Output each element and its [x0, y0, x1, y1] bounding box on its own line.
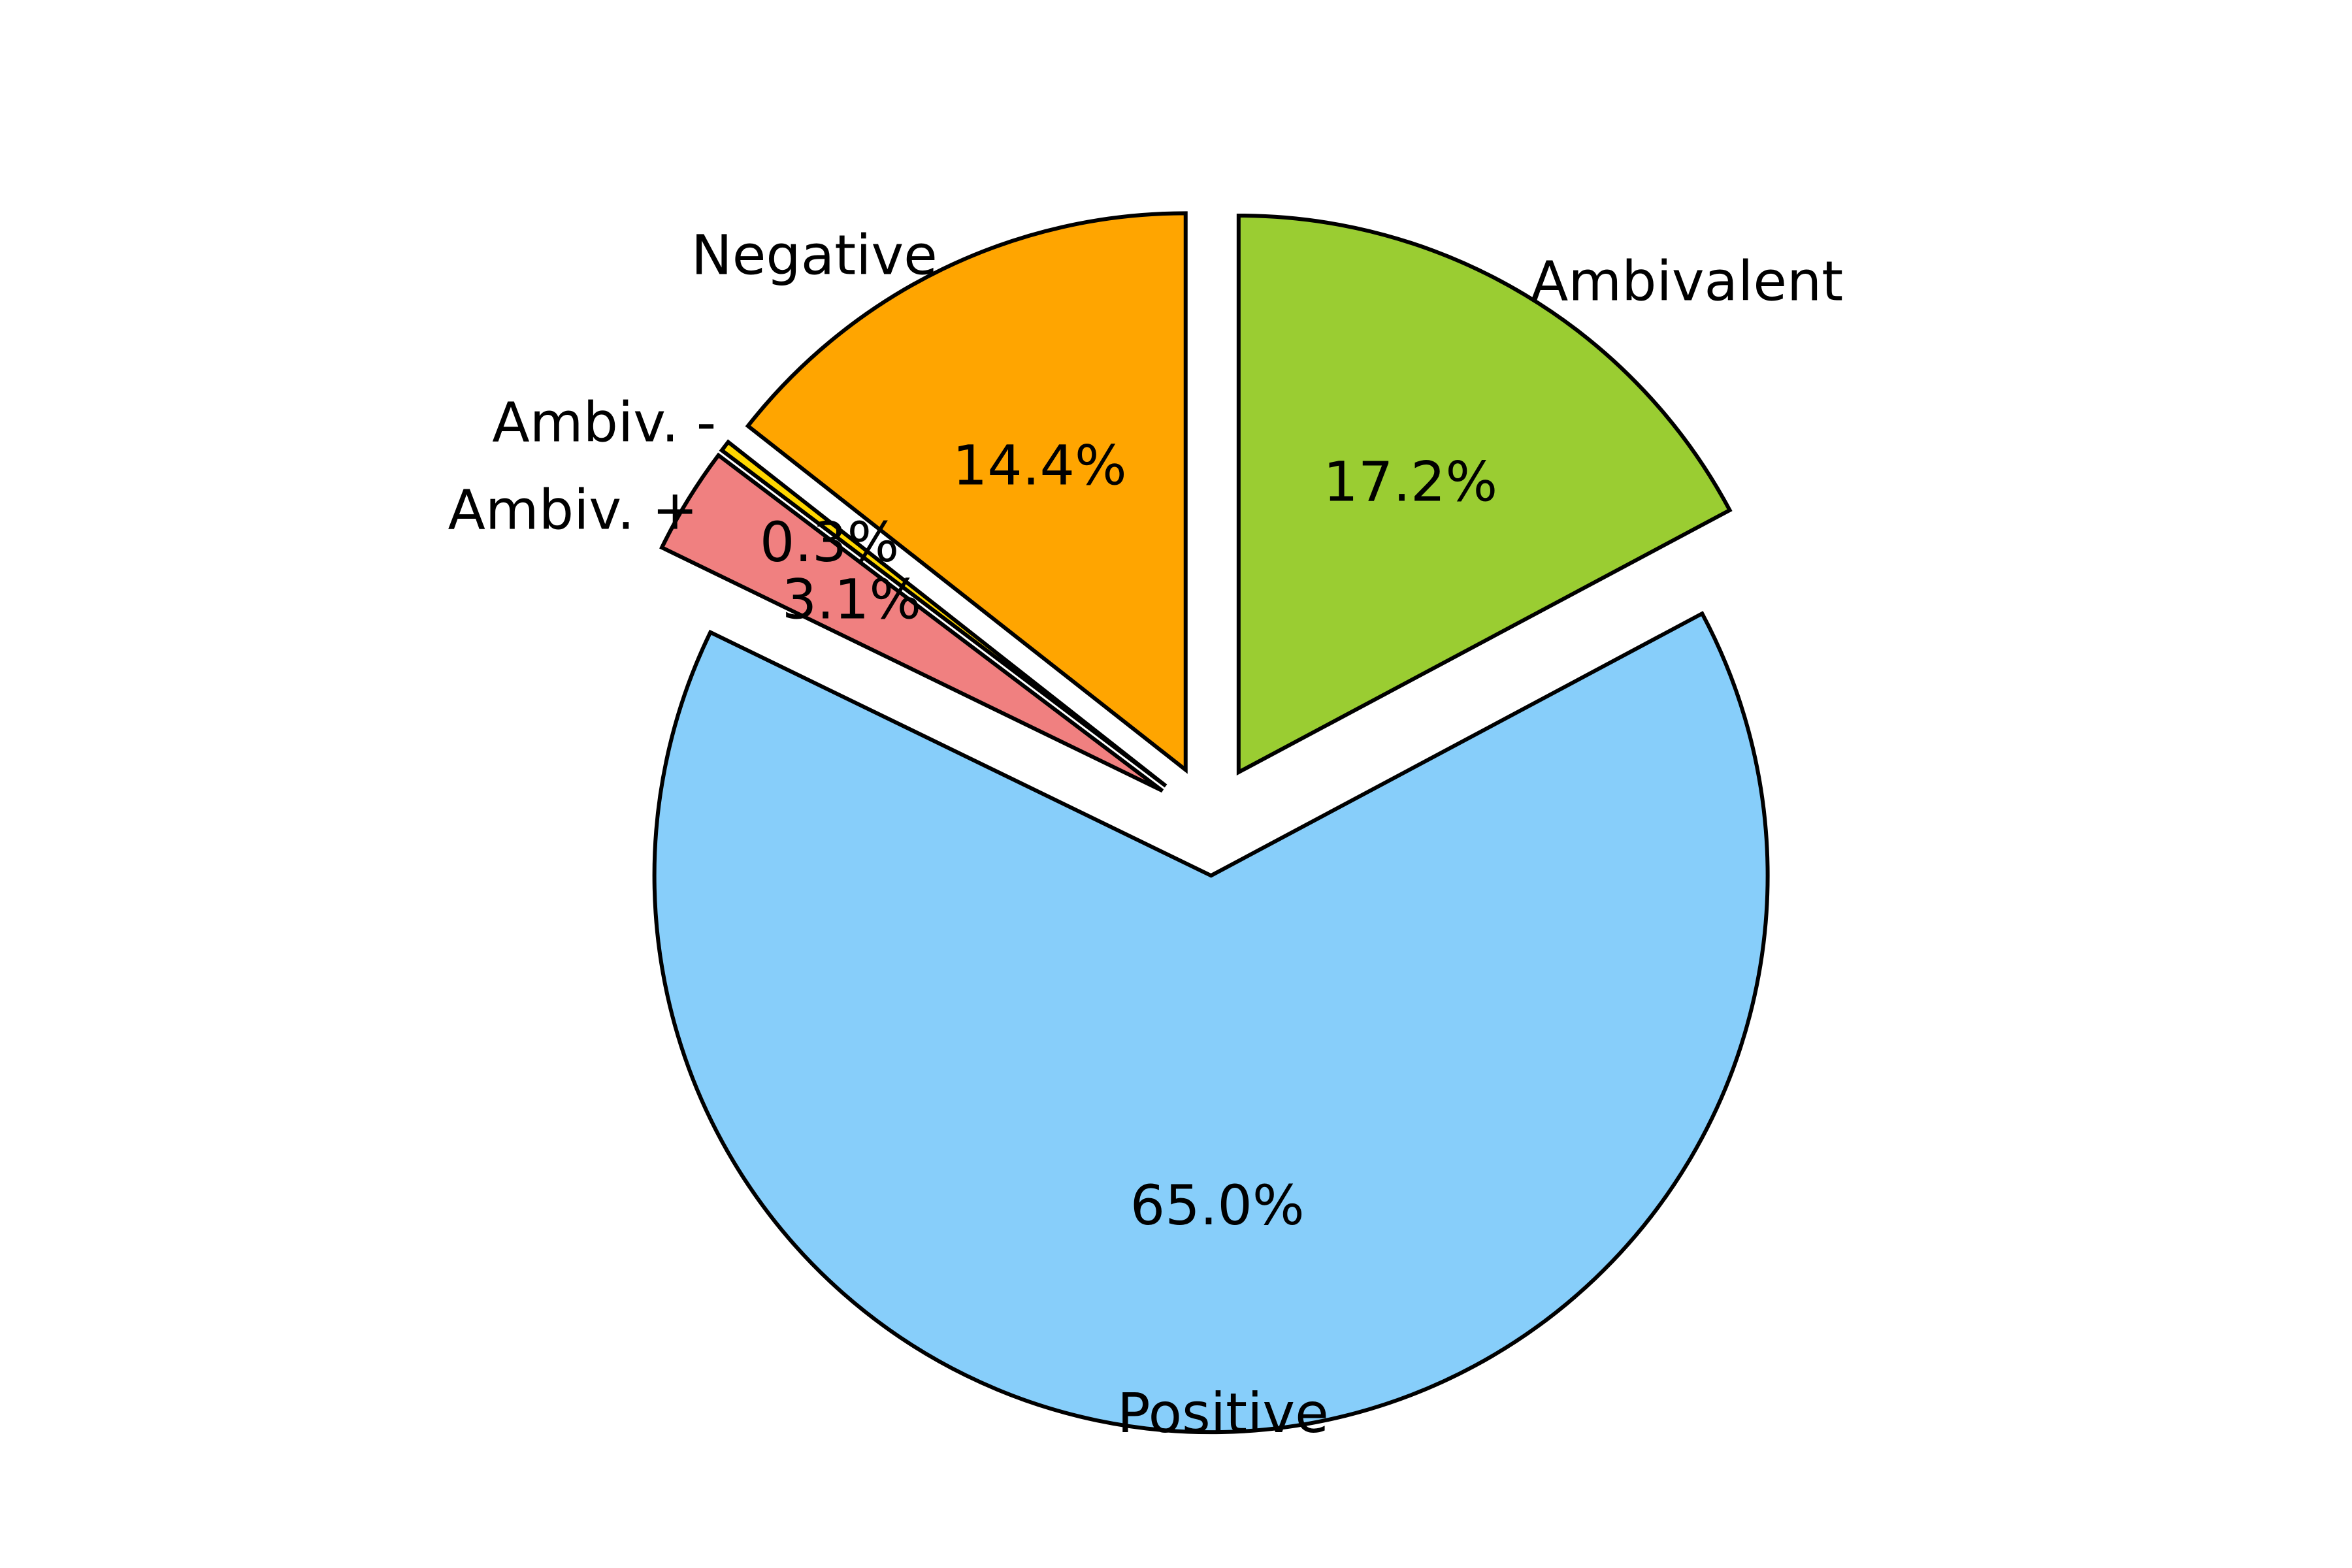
pie-labels: Ambivalent 17.2% Positive 65.0% Ambiv. + 3.1%… [448, 223, 1843, 1445]
slice-ambivalent [1236, 213, 1733, 776]
slice-percent-label: 17.2% [1323, 450, 1497, 514]
slice-percent-label: 65.0% [1130, 1173, 1305, 1237]
slice-positive [652, 611, 1770, 1435]
pie-slices [652, 211, 1770, 1435]
slice-category-label: Ambiv. - [492, 390, 716, 454]
slice-percent-label: 14.4% [953, 434, 1127, 498]
slice-category-label: Ambivalent [1531, 250, 1843, 314]
slice-ambiv-plus [659, 452, 1164, 793]
slice-negative [745, 211, 1188, 774]
slice-percent-label: 3.1% [782, 567, 921, 631]
slice-category-label: Ambiv. + [448, 478, 698, 542]
slice-percent-label: 0.3% [760, 510, 899, 574]
slice-ambiv-minus [719, 439, 1168, 788]
slice-category-label: Positive [1117, 1381, 1329, 1445]
slice-category-label: Negative [691, 223, 938, 287]
